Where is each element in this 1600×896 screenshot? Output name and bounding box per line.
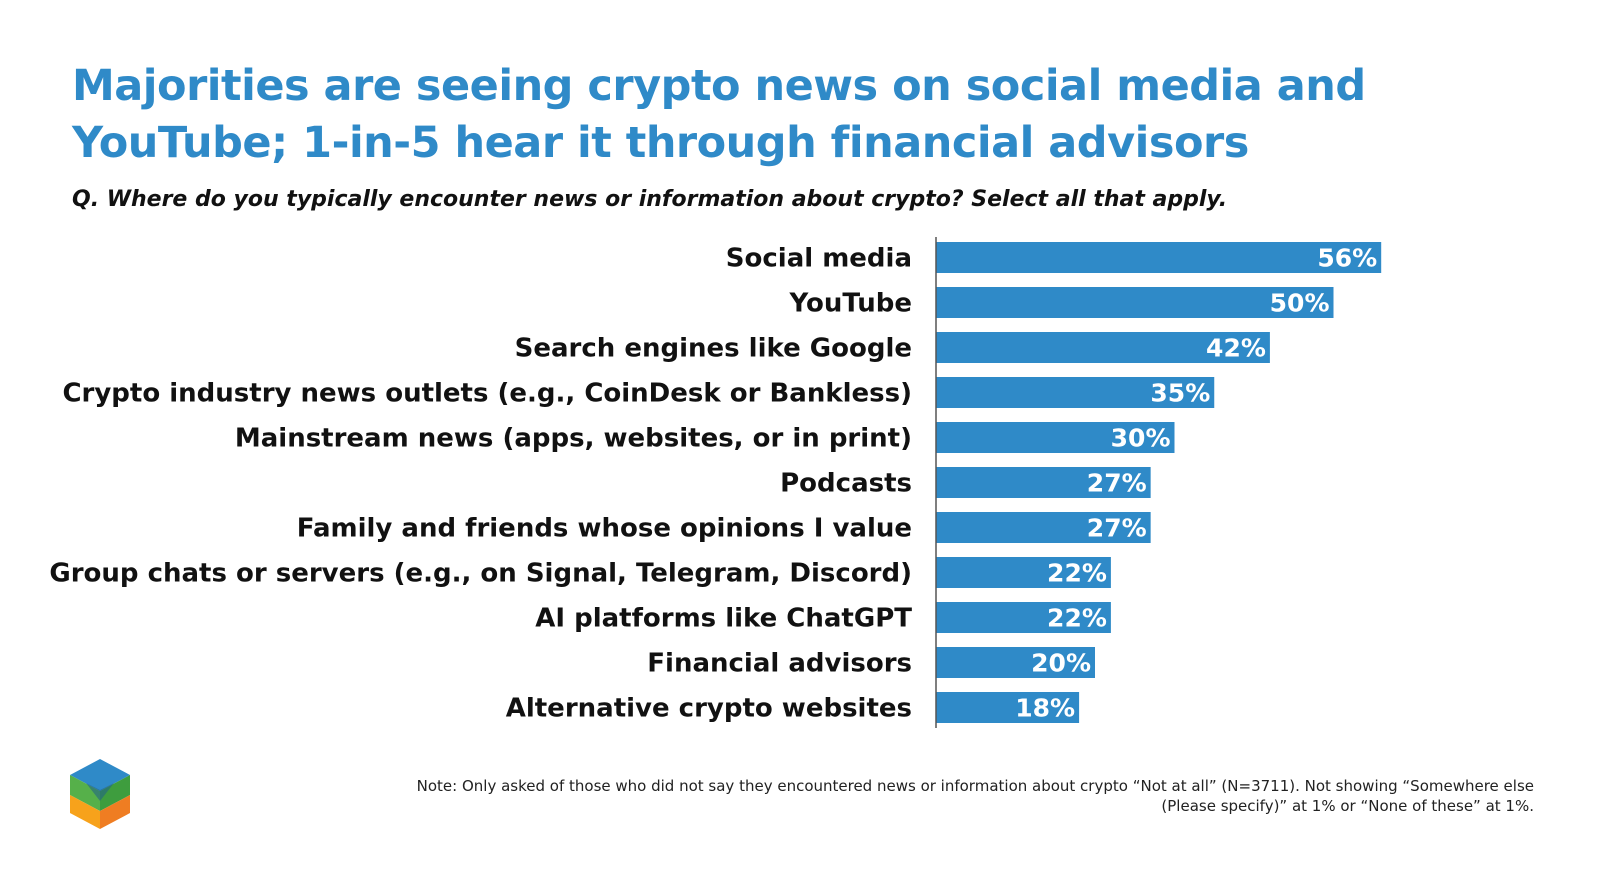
value-label: 22% — [1047, 604, 1107, 633]
chart-title: Majorities are seeing crypto news on soc… — [72, 61, 1366, 168]
cube-logo-icon — [70, 759, 130, 829]
bar — [936, 602, 1111, 633]
category-label: Search engines like Google — [515, 334, 912, 364]
value-label: 42% — [1206, 334, 1266, 363]
category-label: Crypto industry news outlets (e.g., Coin… — [62, 379, 912, 409]
bar — [936, 377, 1215, 408]
value-label: 27% — [1087, 514, 1147, 543]
value-label: 35% — [1150, 379, 1210, 408]
category-label: Group chats or servers (e.g., on Signal,… — [49, 559, 912, 589]
category-label: Mainstream news (apps, websites, or in p… — [235, 424, 912, 454]
value-label: 30% — [1111, 424, 1171, 453]
bar — [936, 332, 1270, 363]
bar — [936, 242, 1382, 273]
category-label: Financial advisors — [647, 649, 912, 679]
value-label: 18% — [1015, 694, 1075, 723]
category-label: Social media — [726, 244, 912, 274]
category-label: YouTube — [789, 289, 912, 319]
bar — [936, 647, 1095, 678]
chart-subtitle: Q. Where do you typically encounter news… — [72, 187, 1228, 212]
bar — [936, 467, 1151, 498]
category-label: Podcasts — [780, 469, 912, 499]
category-label: Family and friends whose opinions I valu… — [297, 514, 912, 544]
category-label: Alternative crypto websites — [506, 694, 912, 724]
category-label: AI platforms like ChatGPT — [535, 604, 912, 634]
value-label: 22% — [1047, 559, 1107, 588]
value-label: 56% — [1317, 244, 1377, 273]
footnote: Note: Only asked of those who did not sa… — [416, 777, 1534, 815]
value-label: 50% — [1270, 289, 1330, 318]
bar — [936, 512, 1151, 543]
bar — [936, 692, 1080, 723]
bar — [936, 557, 1111, 588]
bar — [936, 287, 1334, 318]
value-label: 27% — [1087, 469, 1147, 498]
bar — [936, 422, 1175, 453]
bar-chart: Social media 56% YouTube 50% Search engines … — [49, 237, 1382, 728]
value-label: 20% — [1031, 649, 1091, 678]
